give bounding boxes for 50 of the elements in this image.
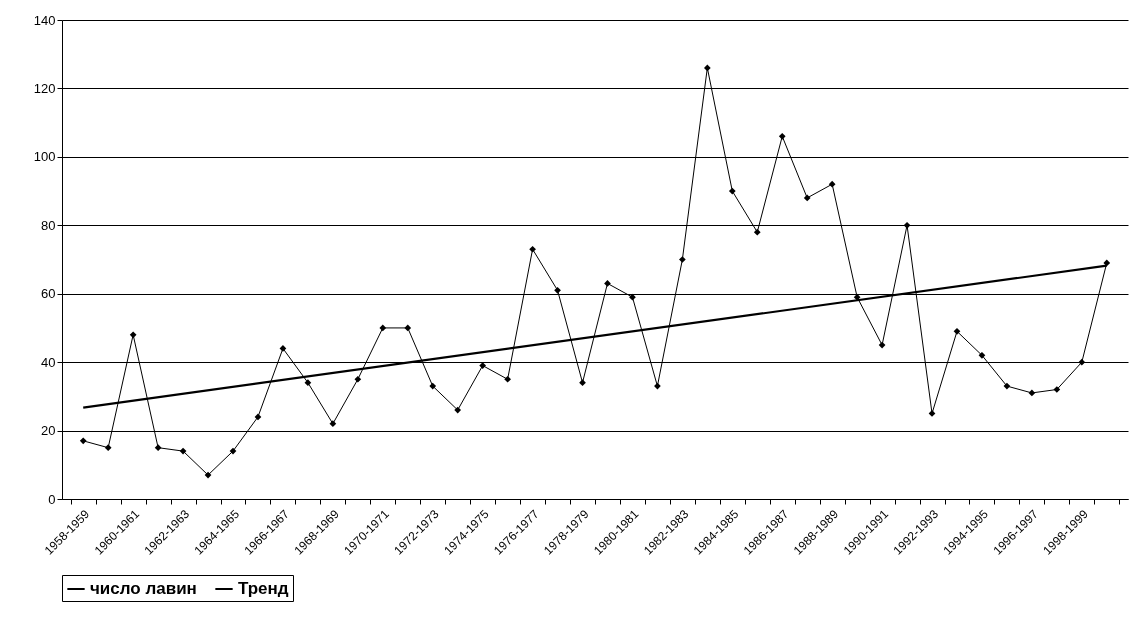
point	[254, 413, 262, 421]
point	[828, 180, 836, 188]
point	[579, 379, 586, 387]
y-tick-label: 40	[41, 354, 56, 370]
point	[179, 447, 187, 455]
point	[504, 375, 511, 383]
point	[104, 444, 112, 452]
point	[529, 245, 536, 253]
point	[903, 221, 911, 229]
point	[479, 362, 487, 369]
point	[204, 471, 212, 479]
point	[79, 437, 87, 445]
point	[803, 194, 811, 202]
y-tick-label: 60	[41, 286, 56, 302]
point	[853, 293, 861, 301]
point	[1103, 259, 1111, 267]
y-tick-label: 20	[41, 423, 56, 439]
point	[703, 64, 711, 72]
point	[1003, 382, 1011, 390]
y-tick-label: 100	[33, 149, 56, 165]
point	[554, 286, 561, 294]
point	[629, 293, 636, 301]
legend-label: число лавин	[90, 579, 197, 598]
point	[778, 132, 786, 140]
point	[229, 447, 237, 455]
y-tick-label: 140	[33, 12, 56, 28]
point	[753, 228, 761, 236]
point	[454, 406, 462, 414]
y-tick-label: 80	[41, 217, 56, 233]
point	[1028, 389, 1036, 397]
point	[1078, 358, 1086, 366]
point	[329, 420, 337, 428]
point	[404, 324, 412, 332]
point	[604, 280, 611, 287]
point	[953, 328, 961, 335]
point	[654, 382, 661, 390]
point	[379, 324, 387, 332]
legend-label: Тренд	[238, 579, 289, 598]
point	[304, 379, 312, 387]
point	[354, 375, 362, 383]
point	[728, 187, 736, 195]
point	[679, 256, 686, 263]
point	[129, 331, 137, 339]
point	[878, 341, 886, 349]
point	[978, 351, 986, 359]
point	[1053, 386, 1061, 393]
y-tick-label: 120	[33, 80, 56, 96]
y-tick-label: 0	[48, 491, 56, 507]
point	[429, 382, 437, 390]
point	[154, 444, 162, 452]
